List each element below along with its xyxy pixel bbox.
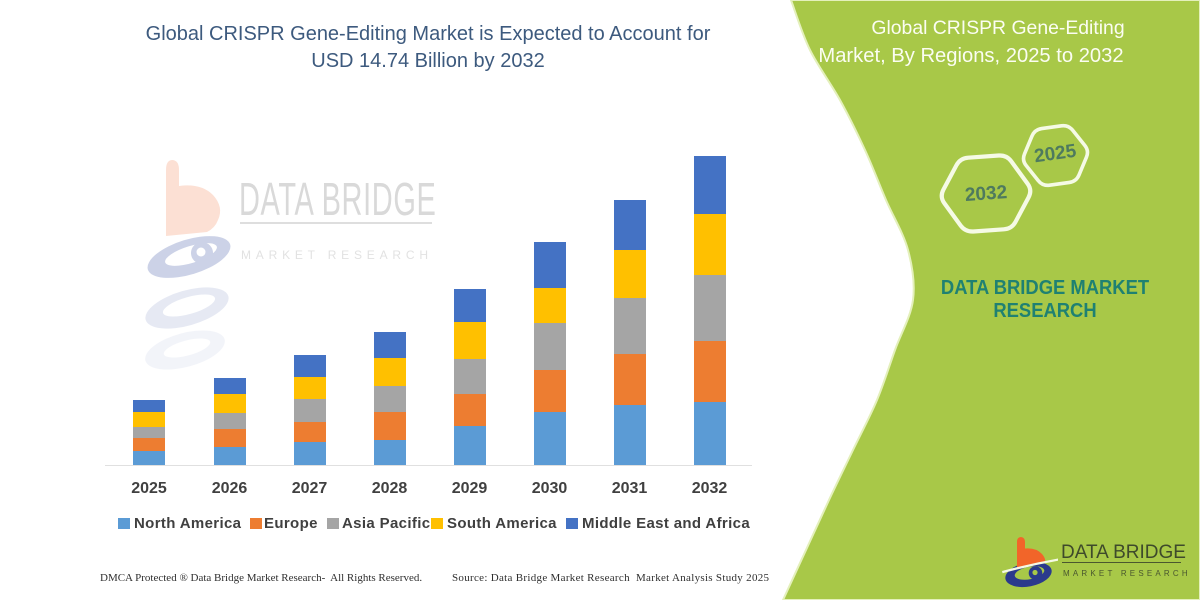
svg-text:2025: 2025: [1033, 141, 1078, 168]
svg-text:2032: 2032: [964, 182, 1008, 206]
